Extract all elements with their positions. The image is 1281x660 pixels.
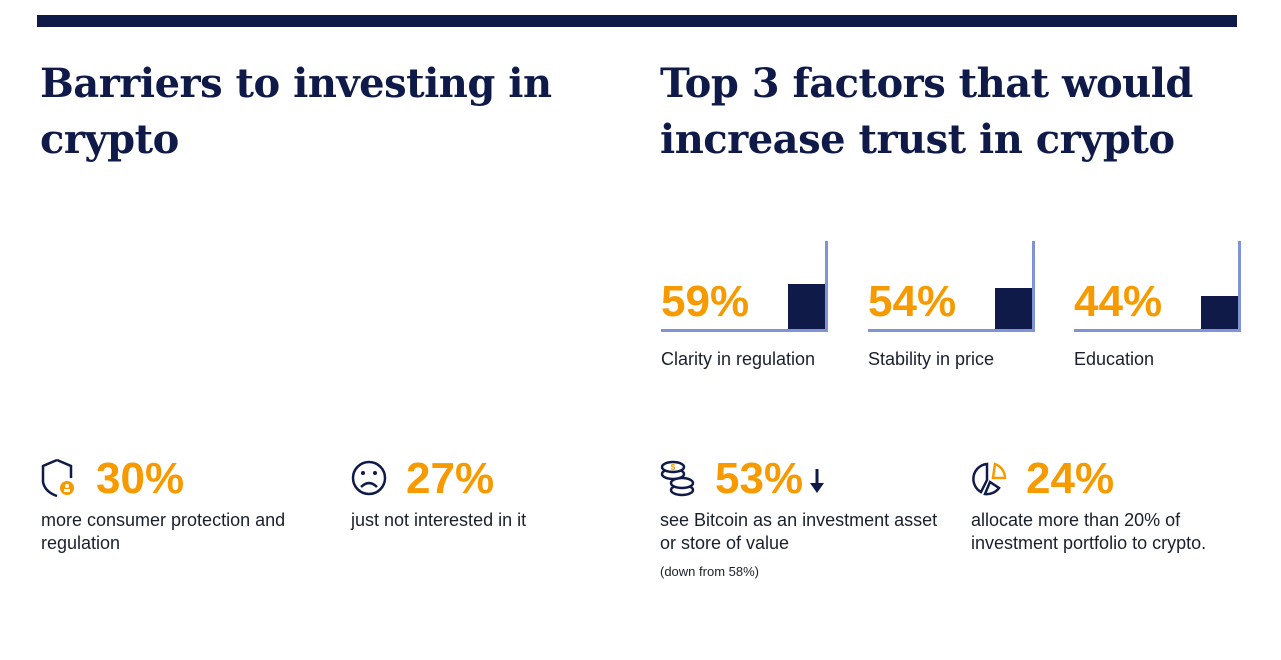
factor-label: Stability in price: [868, 349, 995, 369]
shield-user-icon: [41, 458, 74, 498]
factor-education: 44% Education: [1074, 241, 1241, 381]
svg-text:$: $: [671, 463, 676, 472]
stat-text: see Bitcoin as an investment asset or st…: [660, 510, 938, 553]
stat-value: 24%: [1026, 454, 1115, 503]
axis-line: [825, 241, 828, 332]
factor-value: 54%: [868, 277, 957, 326]
stat-value: 30%: [96, 454, 185, 503]
sad-face-icon: [351, 460, 387, 496]
coins-icon: $: [660, 460, 695, 497]
title-line: Top 3 factors that would: [660, 60, 1193, 107]
factor-stability: 54% Stability in price: [868, 241, 1035, 381]
stat-value-wrap: 53%: [715, 456, 825, 502]
baseline: [868, 329, 1035, 332]
baseline: [1074, 329, 1241, 332]
axis-line: [1032, 241, 1035, 332]
down-arrow-icon: [810, 469, 825, 494]
stat-text: allocate more than 20% of investment por…: [971, 510, 1207, 553]
factor-value: 44%: [1074, 277, 1163, 326]
factor-bar: [788, 283, 825, 329]
barriers-title: Barriers to investing in crypto: [40, 56, 552, 168]
title-line: Barriers to investing in: [40, 60, 552, 107]
stat-value: 27%: [406, 454, 495, 503]
factor-bar: [995, 287, 1032, 329]
baseline: [661, 329, 828, 332]
stat-text: more consumer protection and regulation: [41, 510, 286, 553]
pie-chart-icon: [972, 462, 1007, 496]
top-bar: [37, 15, 1237, 27]
factor-value: 59%: [661, 277, 750, 326]
stat-text: just not interested in it: [351, 510, 527, 530]
stat-note: (down from 58%): [660, 564, 759, 579]
title-line: increase trust in crypto: [660, 116, 1175, 163]
stat-value: 53%: [715, 454, 804, 503]
factor-label: Education: [1074, 349, 1155, 369]
factor-bar: [1201, 295, 1238, 329]
trust-factors-title: Top 3 factors that would increase trust …: [660, 56, 1193, 168]
axis-line: [1238, 241, 1241, 332]
title-line: crypto: [40, 116, 179, 163]
factor-clarity: 59% Clarity in regulation: [661, 241, 828, 381]
factor-label: Clarity in regulation: [661, 349, 816, 369]
